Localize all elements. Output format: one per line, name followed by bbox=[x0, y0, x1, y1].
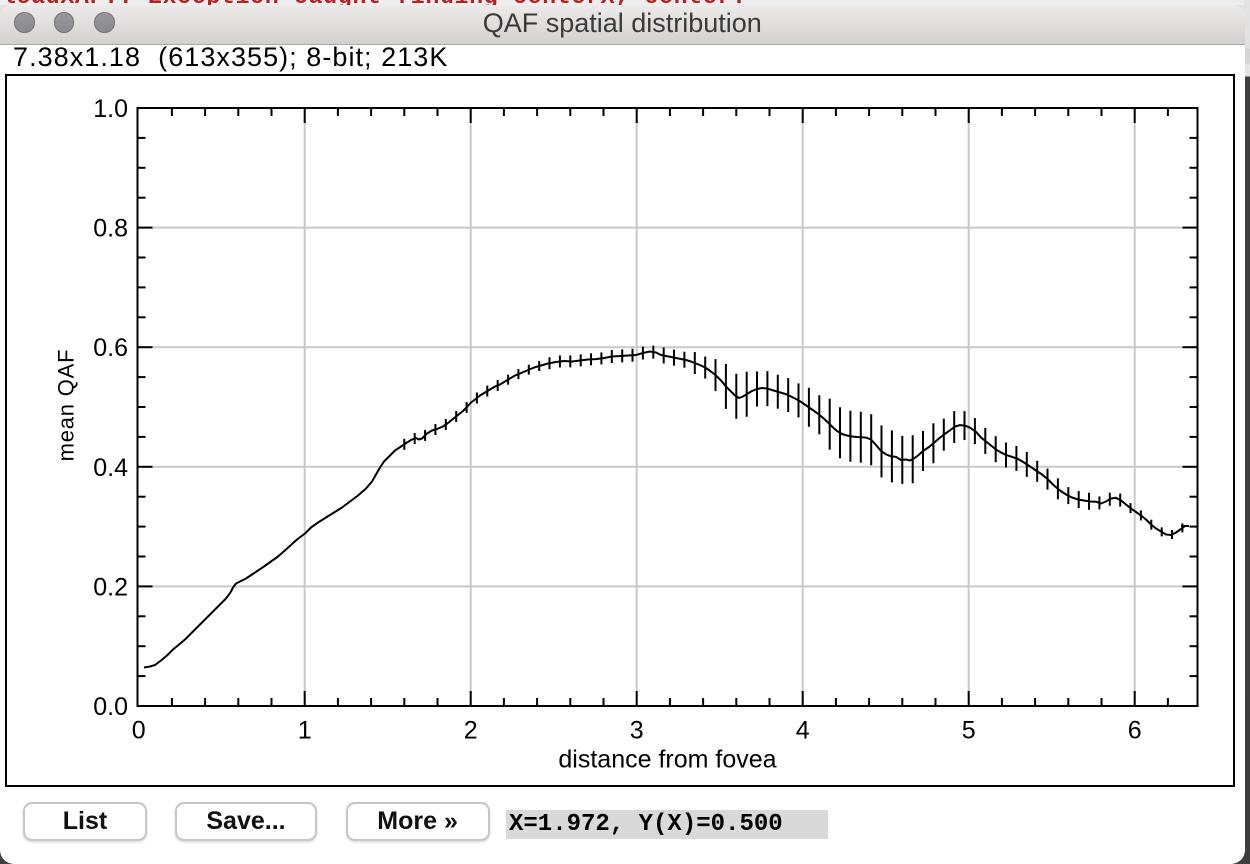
svg-text:0.2: 0.2 bbox=[93, 573, 128, 601]
svg-text:distance from fovea: distance from fovea bbox=[558, 745, 776, 773]
svg-text:0.4: 0.4 bbox=[93, 453, 128, 481]
svg-text:4: 4 bbox=[796, 716, 810, 744]
svg-text:3: 3 bbox=[630, 716, 644, 744]
svg-text:0: 0 bbox=[132, 716, 146, 744]
svg-text:2: 2 bbox=[464, 716, 478, 744]
svg-text:0.8: 0.8 bbox=[93, 214, 128, 242]
svg-text:6: 6 bbox=[1128, 716, 1142, 744]
svg-text:1: 1 bbox=[298, 716, 312, 744]
svg-text:1.0: 1.0 bbox=[93, 95, 128, 123]
svg-text:0.0: 0.0 bbox=[93, 693, 128, 721]
svg-text:0.6: 0.6 bbox=[93, 334, 128, 362]
svg-text:mean QAF: mean QAF bbox=[54, 348, 79, 461]
svg-text:5: 5 bbox=[962, 716, 976, 744]
